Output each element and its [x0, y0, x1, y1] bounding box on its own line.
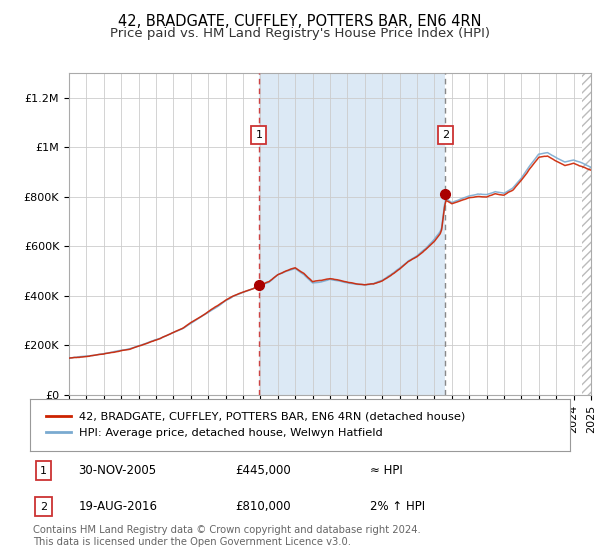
- Text: 2% ↑ HPI: 2% ↑ HPI: [370, 500, 425, 513]
- Legend: 42, BRADGATE, CUFFLEY, POTTERS BAR, EN6 4RN (detached house), HPI: Average price: 42, BRADGATE, CUFFLEY, POTTERS BAR, EN6 …: [41, 407, 469, 442]
- Text: 2: 2: [442, 130, 449, 140]
- Text: 42, BRADGATE, CUFFLEY, POTTERS BAR, EN6 4RN: 42, BRADGATE, CUFFLEY, POTTERS BAR, EN6 …: [118, 14, 482, 29]
- Text: ≈ HPI: ≈ HPI: [370, 464, 403, 477]
- Text: 1: 1: [40, 465, 47, 475]
- Text: Contains HM Land Registry data © Crown copyright and database right 2024.
This d: Contains HM Land Registry data © Crown c…: [33, 525, 421, 547]
- Text: 30-NOV-2005: 30-NOV-2005: [79, 464, 157, 477]
- Text: £445,000: £445,000: [235, 464, 291, 477]
- Text: £810,000: £810,000: [235, 500, 291, 513]
- Text: 19-AUG-2016: 19-AUG-2016: [79, 500, 158, 513]
- Text: Price paid vs. HM Land Registry's House Price Index (HPI): Price paid vs. HM Land Registry's House …: [110, 27, 490, 40]
- Bar: [582, 73, 592, 395]
- Bar: [259, 73, 445, 395]
- Text: 1: 1: [256, 130, 262, 140]
- Text: 2: 2: [40, 502, 47, 512]
